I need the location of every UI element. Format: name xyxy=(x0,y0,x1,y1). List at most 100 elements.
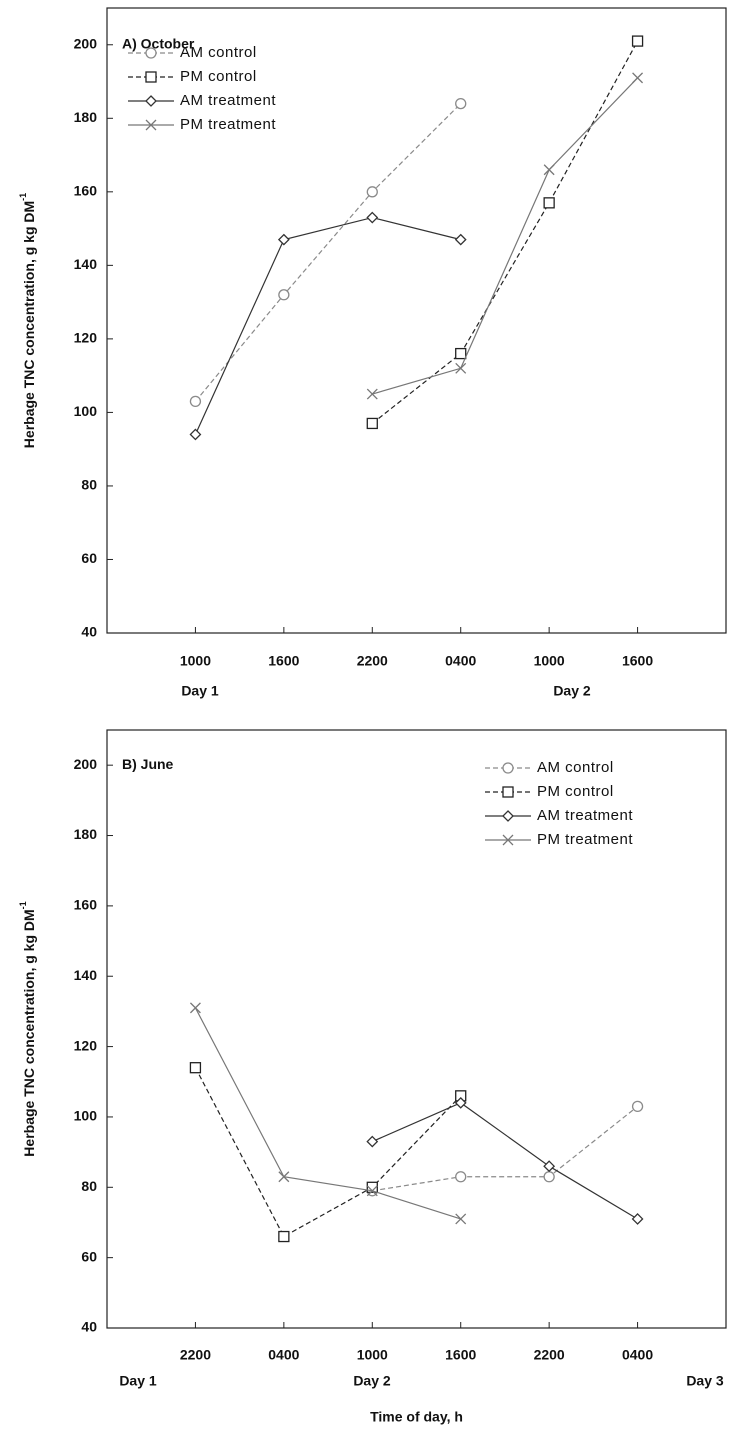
x-tick-label: 1600 xyxy=(268,653,299,669)
data-point xyxy=(278,289,290,301)
data-point xyxy=(631,1213,644,1225)
x-tick-label: 1600 xyxy=(622,653,653,669)
series-line xyxy=(371,40,639,424)
data-point xyxy=(454,1096,467,1109)
y-tick-label: 100 xyxy=(74,1108,98,1124)
series-line xyxy=(372,1102,638,1220)
legend-label: AM control xyxy=(180,44,257,61)
data-point xyxy=(277,233,290,246)
legend-marker xyxy=(502,786,514,798)
data-point xyxy=(366,186,378,198)
series-line xyxy=(194,103,462,402)
y-tick-label: 60 xyxy=(81,1248,97,1264)
y-tick-label: 100 xyxy=(74,403,98,419)
x-tick-label: 1600 xyxy=(445,1347,476,1363)
x-axis-label: Time of day, h xyxy=(370,1409,463,1425)
y-tick-label: 200 xyxy=(74,35,98,51)
data-point xyxy=(366,417,378,430)
x-tick-label: 1000 xyxy=(180,653,211,669)
day-label: Day 2 xyxy=(553,683,591,699)
data-point xyxy=(632,72,644,84)
y-tick-label: 120 xyxy=(74,330,98,346)
legend-label: PM treatment xyxy=(537,831,633,848)
data-point xyxy=(189,1002,201,1014)
data-point xyxy=(455,347,467,360)
y-tick-label: 40 xyxy=(81,1319,97,1335)
data-point xyxy=(543,197,555,209)
data-point xyxy=(543,1171,555,1183)
y-axis-label-sup: -1 xyxy=(18,901,28,909)
data-point xyxy=(366,1135,379,1148)
y-tick-label: 180 xyxy=(74,109,98,125)
data-point xyxy=(455,97,467,110)
day-label: Day 3 xyxy=(686,1373,724,1389)
data-point xyxy=(278,1230,290,1243)
series-line xyxy=(194,1067,462,1238)
x-tick-label: 1000 xyxy=(357,1347,388,1363)
x-tick-label: 1000 xyxy=(534,653,565,669)
y-tick-label: 160 xyxy=(74,897,98,913)
data-point xyxy=(631,1100,644,1113)
panel-title: A) October xyxy=(122,35,195,51)
day-label: Day 1 xyxy=(119,1373,157,1389)
y-axis-label-text: Herbage TNC concentration, g kg DM xyxy=(21,201,37,448)
legend-label: PM control xyxy=(180,68,257,85)
data-point xyxy=(543,1160,556,1173)
data-point xyxy=(366,1185,378,1197)
legend-label: PM treatment xyxy=(180,116,276,133)
y-tick-label: 140 xyxy=(74,256,98,272)
y-tick-label: 40 xyxy=(81,624,97,640)
y-axis-label-text: Herbage TNC concentration, g kg DM xyxy=(21,909,37,1156)
day-label: Day 1 xyxy=(181,683,219,699)
series-line xyxy=(372,77,639,395)
y-tick-label: 80 xyxy=(81,1178,97,1194)
x-tick-label: 2200 xyxy=(180,1347,211,1363)
legend-label: AM treatment xyxy=(537,807,633,824)
x-tick-label: 0400 xyxy=(622,1347,653,1363)
y-tick-label: 140 xyxy=(74,967,98,983)
y-tick-label: 80 xyxy=(81,477,97,493)
data-point xyxy=(543,164,555,176)
legend-marker xyxy=(502,762,514,774)
legend-marker xyxy=(145,71,157,83)
plot-frame xyxy=(106,7,727,634)
y-tick-label: 180 xyxy=(74,826,98,842)
legend-label: PM control xyxy=(537,783,614,800)
x-tick-label: 2200 xyxy=(534,1347,565,1363)
data-point xyxy=(455,362,467,374)
y-tick-label: 200 xyxy=(74,756,98,772)
data-point xyxy=(366,211,379,224)
y-tick-label: 160 xyxy=(74,183,98,199)
data-point xyxy=(454,233,467,246)
data-point xyxy=(189,428,202,441)
data-point xyxy=(366,1181,378,1193)
data-point xyxy=(366,388,378,400)
data-point xyxy=(631,35,644,47)
y-axis-label: Herbage TNC concentration, g kg DM-1 xyxy=(18,901,36,1156)
data-point xyxy=(278,1171,290,1183)
data-point xyxy=(189,1062,202,1074)
y-tick-label: 60 xyxy=(81,550,97,566)
series-line xyxy=(194,216,461,435)
day-label: Day 2 xyxy=(353,1373,391,1389)
y-tick-label: 120 xyxy=(74,1037,98,1053)
x-tick-label: 2200 xyxy=(357,653,388,669)
legend-marker xyxy=(502,810,514,822)
data-point xyxy=(455,1171,467,1183)
data-point xyxy=(189,395,202,408)
y-axis-label-sup: -1 xyxy=(18,193,28,201)
legend-label: AM control xyxy=(537,759,614,776)
legend-marker xyxy=(145,119,157,131)
plot-frame xyxy=(106,729,727,1329)
series-line xyxy=(372,1105,638,1192)
y-axis-label: Herbage TNC concentration, g kg DM-1 xyxy=(18,193,36,448)
legend-marker xyxy=(502,834,514,846)
legend-label: AM treatment xyxy=(180,92,276,109)
x-tick-label: 0400 xyxy=(268,1347,299,1363)
legend-marker xyxy=(145,95,157,107)
data-point xyxy=(455,1213,467,1225)
x-tick-label: 0400 xyxy=(445,653,476,669)
series-line xyxy=(194,1007,461,1220)
